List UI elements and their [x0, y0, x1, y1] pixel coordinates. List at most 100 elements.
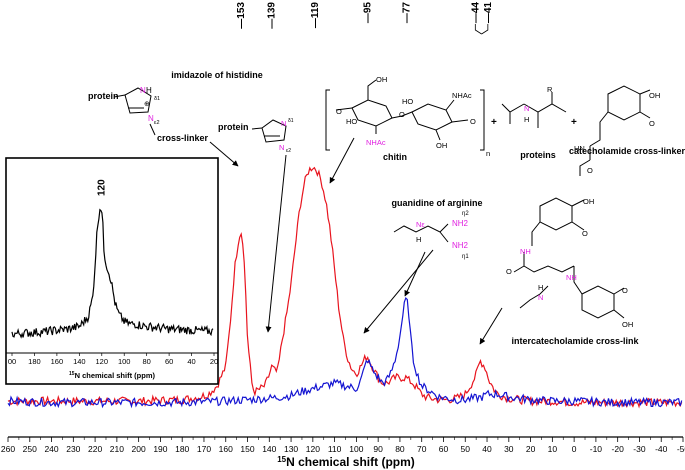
inset-tick-label: 160	[51, 357, 64, 366]
x-tick-label: 260	[1, 444, 15, 454]
imidazole-link-1	[113, 94, 126, 98]
arrow-intercat-44	[479, 307, 503, 345]
imidazole-structure-2: protein N δ1 N ε2	[218, 118, 294, 154]
guanidine-h: H	[416, 235, 421, 244]
x-axis-ticks: 260 250 240 230 220 210 200 190 180 170 160 150 140 1…	[1, 437, 685, 454]
x-tick-label: 190	[153, 444, 167, 454]
x-tick-label: -30	[633, 444, 646, 454]
chitin-structure: O OH HO O NHAc HO NHAc OH O n chitin	[325, 75, 490, 162]
intercatecholamide-structure: OH O NH O NH N H OH O intercatecholamide…	[506, 197, 640, 346]
x-tick-label: 0	[572, 444, 577, 454]
inset-x-axis-label: 15N chemical shift (ppm)	[69, 371, 155, 380]
peak-label-119: —119	[310, 2, 321, 29]
imidazole-e2: ε2	[154, 120, 160, 126]
peak-label-44: —44	[470, 2, 481, 24]
intercat-label-1: intercatecholamide cross-link	[511, 336, 639, 346]
chitin-nhac-1: NHAc	[366, 138, 386, 147]
intercat-h: H	[538, 283, 543, 292]
guanidine-ne: Nε	[416, 220, 425, 229]
chitin-bracket-right	[480, 89, 485, 151]
inset-tick-label: 180	[28, 357, 41, 366]
chitin-oh-bottom: OH	[436, 141, 447, 150]
inset-peak-label: 120	[97, 179, 108, 196]
annotation-arrows	[209, 137, 503, 345]
protein-r: R	[547, 85, 553, 94]
chitin-oh-top: OH	[376, 75, 387, 84]
imidazole-protein-label: protein	[88, 91, 119, 101]
peak-labels: —153 —139 —119 —95 —77 —44 —41	[236, 2, 494, 35]
x-tick-label: -20	[612, 444, 625, 454]
imidazole2-n1: N	[281, 119, 286, 128]
imidazole-h: H	[146, 86, 152, 95]
catecholamide-o-bottom: O	[587, 166, 593, 175]
peak-label-139: —139	[266, 2, 277, 29]
catecholamide-ring	[607, 85, 641, 121]
imidazole2-n2: N	[279, 143, 284, 152]
arrow-crosslinker-153	[209, 141, 239, 167]
x-tick-label: 220	[88, 444, 102, 454]
peak-label-41: —41	[483, 2, 494, 24]
x-tick-label: 230	[66, 444, 80, 454]
inset-tick-label: 80	[142, 357, 150, 366]
x-tick-label: 180	[175, 444, 189, 454]
chitin-label: chitin	[383, 152, 407, 162]
plus-sign-1: +	[491, 117, 497, 128]
imidazole-d1: δ1	[154, 96, 160, 102]
x-tick-label: 40	[482, 444, 492, 454]
x-tick-label: 70	[417, 444, 427, 454]
x-tick-label: 210	[110, 444, 124, 454]
x-tick-label: 250	[23, 444, 37, 454]
x-tick-label: 100	[349, 444, 363, 454]
intercat-n-bottom: N	[538, 293, 543, 302]
inset-tick-label: 120	[96, 357, 109, 366]
arrow-chitin-119	[329, 137, 355, 184]
chitin-o-right: O	[470, 117, 476, 126]
inset-tick-label: 00	[8, 357, 16, 366]
imidazole-crosslinker-bond	[149, 123, 156, 136]
intercat-nh-right: NH	[566, 273, 577, 282]
intercat-oh-bottom: OH	[622, 320, 633, 329]
x-tick-label: 150	[240, 444, 254, 454]
series-line-1	[7, 297, 683, 409]
guanidine-structure: guanidine of arginine Nε H NH2 NH2 η2 η1	[391, 198, 482, 260]
series-line-0	[7, 166, 683, 409]
plus-sign-2: +	[571, 117, 577, 128]
x-tick-label: -50	[677, 444, 685, 454]
x-axis-label: 15N chemical shift (ppm)	[277, 455, 415, 469]
chitin-ring-2	[411, 103, 453, 131]
intercat-bonds	[513, 199, 625, 319]
annotation-imidazole-of-histidine: imidazole of histidine	[171, 70, 263, 80]
intercat-o-top: O	[582, 229, 588, 238]
spectrum-series	[7, 166, 683, 409]
inset-panel: 00 180 160 140 120 100 80 60 40 20 15N chemical s…	[5, 157, 219, 385]
imidazole-plus: ⊕	[144, 101, 150, 108]
guanidine-nh2-bottom: NH2	[452, 241, 469, 250]
chitin-ho: HO	[346, 117, 357, 126]
imidazole-crosslinker-label: cross-linker	[157, 133, 209, 143]
inset-series-line	[11, 208, 214, 339]
imidazole2-e2: ε2	[286, 148, 291, 154]
x-tick-label: 130	[284, 444, 298, 454]
x-tick-label: 50	[461, 444, 471, 454]
inset-spectrum	[11, 208, 214, 339]
catecholamide-label: catecholamide cross-linker	[569, 146, 685, 156]
intercat-oh-top: OH	[583, 197, 594, 206]
imidazole-ring-1	[124, 87, 152, 114]
intercat-nh-left: NH	[520, 247, 531, 256]
protein-h: H	[524, 115, 529, 124]
x-tick-label: 160	[219, 444, 233, 454]
chitin-n-sub: n	[486, 149, 490, 158]
chitin-o-left: O	[336, 107, 342, 116]
x-tick-label: -40	[655, 444, 668, 454]
chitin-bonds	[335, 79, 469, 141]
x-tick-label: -10	[590, 444, 603, 454]
imidazole2-link	[251, 127, 263, 130]
x-tick-label: 200	[132, 444, 146, 454]
inset-tick-label: 40	[187, 357, 195, 366]
guanidine-eta2: η2	[462, 211, 469, 217]
arrow-protein-139	[265, 154, 287, 333]
peak-label-77: —77	[401, 2, 412, 24]
x-tick-label: 110	[328, 444, 342, 454]
catecholamide-o: O	[649, 119, 655, 128]
intercat-o-bottom: O	[622, 286, 628, 295]
